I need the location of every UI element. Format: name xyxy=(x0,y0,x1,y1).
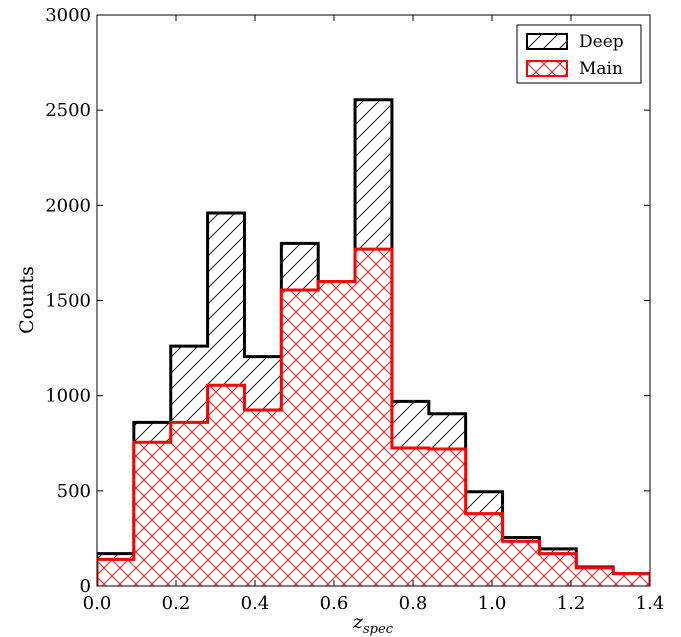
bar-main-4 xyxy=(244,409,282,586)
x-tick-label-3: 0.6 xyxy=(320,593,349,614)
y-tick-label-4: 2000 xyxy=(45,195,91,216)
legend-label-main: Main xyxy=(579,59,623,79)
legend: Deep Main xyxy=(516,24,642,84)
y-tick-label-6: 3000 xyxy=(45,5,91,26)
bar-main-14 xyxy=(613,573,650,586)
x-tick-label-4: 0.8 xyxy=(399,593,428,614)
legend-swatch-main xyxy=(526,60,568,77)
series-outline-deep xyxy=(97,98,650,586)
x-tick-label-6: 1.2 xyxy=(557,593,586,614)
x-tick-label-2: 0.4 xyxy=(241,593,270,614)
bar-main-2 xyxy=(170,422,208,586)
bar-main-7 xyxy=(355,249,392,586)
y-tick-label-5: 2500 xyxy=(45,100,91,121)
legend-swatch-deep xyxy=(526,33,568,50)
y-tick-label-2: 1000 xyxy=(45,386,91,407)
legend-label-deep: Deep xyxy=(579,32,624,52)
bar-main-0 xyxy=(97,559,134,586)
x-tick-label-1: 0.2 xyxy=(162,593,191,614)
bar-main-1 xyxy=(133,442,171,586)
bar-main-8 xyxy=(391,448,429,586)
bars-layer xyxy=(97,98,650,586)
x-axis-label: zspec xyxy=(352,611,394,637)
bar-main-11 xyxy=(502,541,540,586)
bar-main-5 xyxy=(281,290,319,586)
bar-main-3 xyxy=(207,385,245,586)
series-outline-main xyxy=(97,247,650,586)
bar-main-6 xyxy=(318,281,356,586)
bar-main-12 xyxy=(539,553,577,586)
x-tick-label-0: 0.0 xyxy=(83,593,112,614)
x-tick-label-5: 1.0 xyxy=(478,593,507,614)
x-axis-label-subscript: spec xyxy=(363,622,394,637)
bar-main-13 xyxy=(576,567,614,586)
x-axis-label-main: z xyxy=(352,611,364,633)
y-tick-label-0: 0 xyxy=(80,576,91,597)
bar-main-10 xyxy=(465,513,503,586)
bar-main-9 xyxy=(428,448,466,586)
x-tick-label-7: 1.4 xyxy=(636,593,665,614)
y-tick-label-1: 500 xyxy=(57,481,91,502)
y-tick-label-3: 1500 xyxy=(45,291,91,312)
y-axis-label: Counts xyxy=(16,266,38,334)
ticks-layer: 0.0 0.2 0.4 0.6 0.8 1.0 1.2 1.4 0 500 1000 1500 2000… xyxy=(45,5,664,614)
